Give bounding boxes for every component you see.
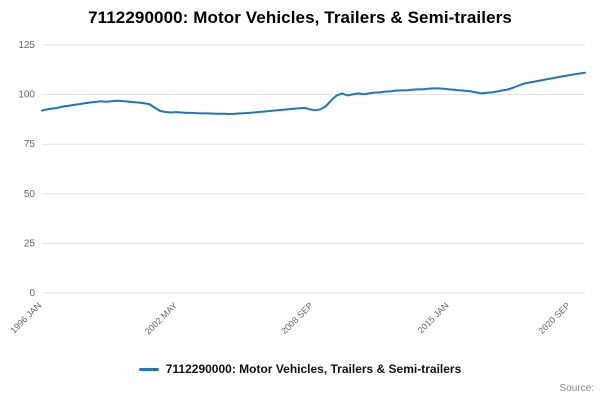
svg-text:125: 125 (18, 40, 35, 51)
x-axis-labels: 1996 JAN 2002 MAY 2008 SEP 2015 JAN 2020 SEP (8, 300, 572, 336)
line-chart-svg: 0 25 50 75 100 125 1996 JAN 2002 MAY 2008 SEP 20… (8, 40, 586, 337)
gridlines (42, 44, 585, 294)
y-axis-labels: 0 25 50 75 100 125 (18, 40, 35, 299)
svg-text:1996 JAN: 1996 JAN (8, 300, 43, 335)
legend-item[interactable]: 7112290000: Motor Vehicles, Trailers & S… (0, 362, 600, 376)
legend-line-icon (138, 367, 159, 371)
svg-text:0: 0 (29, 288, 35, 299)
svg-text:2002 MAY: 2002 MAY (143, 300, 179, 336)
svg-text:50: 50 (24, 189, 36, 200)
svg-text:100: 100 (18, 90, 35, 101)
svg-text:25: 25 (24, 238, 36, 249)
svg-text:2015 JAN: 2015 JAN (416, 300, 451, 335)
series-line (41, 71, 586, 115)
svg-text:75: 75 (24, 139, 36, 150)
legend-label: 7112290000: Motor Vehicles, Trailers & S… (165, 362, 462, 376)
chart-title: 7112290000: Motor Vehicles, Trailers & S… (88, 8, 512, 27)
svg-text:2020 SEP: 2020 SEP (536, 300, 572, 336)
svg-text:2008 SEP: 2008 SEP (279, 300, 315, 336)
source-label: Source: (559, 383, 594, 394)
